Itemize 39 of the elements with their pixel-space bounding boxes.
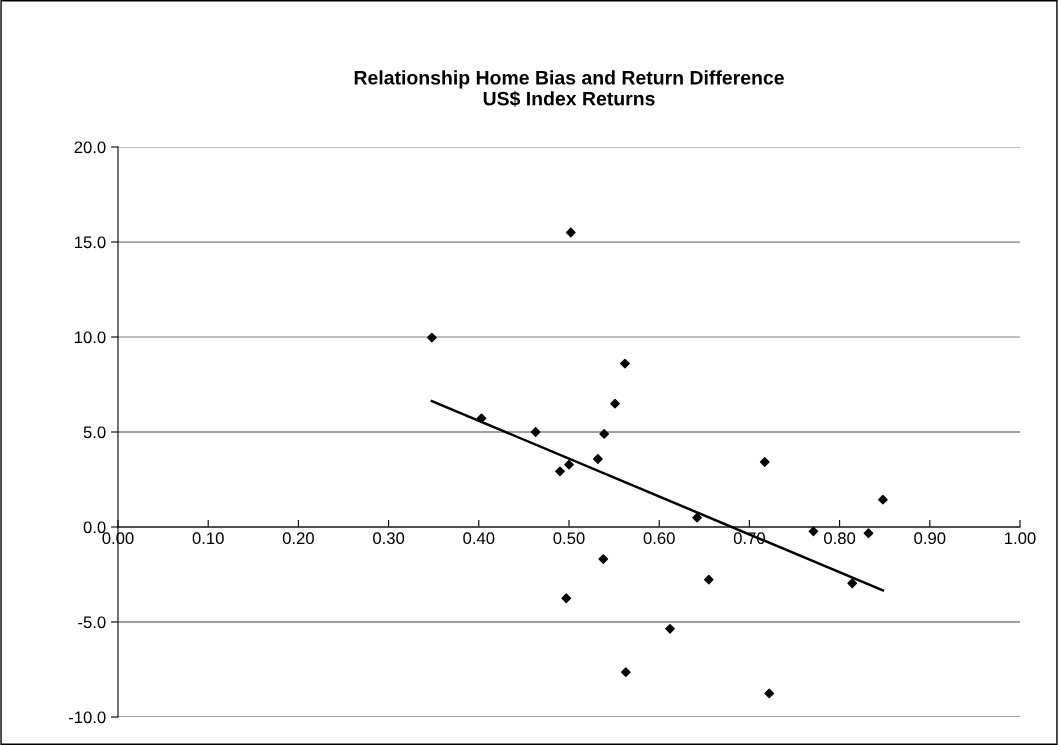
y-tick-label: 0.0 [83, 521, 106, 534]
point [703, 574, 714, 585]
y-tick-label: 10.0 [75, 331, 106, 344]
y-tick-label: -10.0 [68, 711, 106, 724]
point [878, 494, 888, 505]
x-tick-label: 0.80 [824, 532, 856, 545]
x-tick-label: 1.00 [1005, 532, 1036, 545]
point [564, 459, 574, 470]
x-tick-label: 0.10 [192, 532, 224, 545]
point [593, 454, 603, 464]
point [427, 332, 437, 343]
y-tick-label: 5.0 [83, 426, 106, 439]
x-tick-label: 0.60 [643, 532, 675, 545]
point [764, 688, 775, 699]
x-tick-label: 0.20 [282, 532, 314, 545]
point [599, 429, 610, 439]
x-tick-label: 0.40 [463, 532, 495, 545]
y-tick-label: 20.0 [74, 141, 106, 154]
point [620, 358, 630, 369]
point [808, 526, 819, 537]
point [692, 512, 702, 523]
y-tick-label: 15.0 [75, 236, 106, 249]
point [759, 457, 770, 467]
x-tick-label: 0.90 [914, 532, 946, 545]
point [665, 623, 675, 634]
point [847, 578, 858, 589]
y-tick-label: -5.0 [78, 616, 106, 629]
point [530, 427, 541, 437]
x-tick-label: 0.30 [373, 532, 405, 545]
x-tick-label: 0.50 [553, 532, 585, 545]
point [610, 398, 620, 409]
point [598, 554, 609, 564]
point [863, 528, 874, 539]
point [476, 413, 487, 424]
point [561, 593, 572, 604]
point [555, 466, 565, 477]
point [565, 227, 576, 238]
chart-title: Relationship Home Bias and Return Difference US$ Index Returns [354, 70, 784, 107]
point [620, 667, 631, 678]
